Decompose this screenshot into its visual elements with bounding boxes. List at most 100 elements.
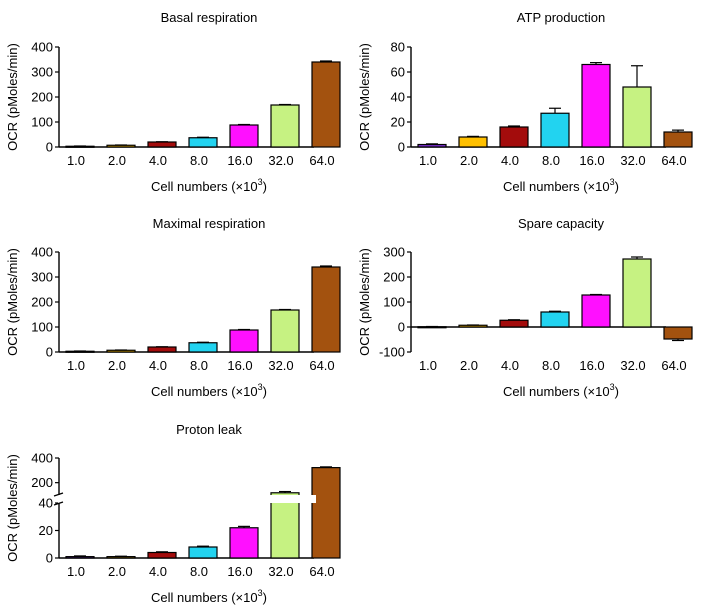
- bar: [106, 556, 136, 559]
- y-tick-label: 0: [398, 140, 405, 155]
- x-tick-label: 1.0: [67, 153, 85, 168]
- panel-title: Maximal respiration: [153, 216, 266, 231]
- y-tick-label: 400: [31, 40, 53, 55]
- x-tick-label: 1.0: [67, 564, 85, 579]
- x-tick-label: 2.0: [460, 153, 478, 168]
- x-tick-label: 2.0: [108, 564, 126, 579]
- chart-panel: Basal respiration 0 100 200 300 400 1.0 2.0 4.0 8…: [5, 10, 341, 194]
- y-tick-label: 300: [31, 65, 53, 80]
- x-axis-label-text: Cell numbers (×10: [503, 384, 610, 399]
- x-axis-label-text: Cell numbers (×10: [151, 590, 258, 605]
- bar: [581, 63, 611, 148]
- bar: [622, 86, 652, 148]
- chart-panel: Spare capacity -100 0 100 200 300 1.0 2.0 4.0 8.0…: [357, 216, 693, 399]
- x-tick-label: 1.0: [419, 358, 437, 373]
- y-axis-label: OCR (pMoles/min): [5, 43, 20, 151]
- y-tick-label: 400: [31, 451, 53, 466]
- y-axis-label: OCR (pMoles/min): [5, 248, 20, 356]
- x-axis-label-exponent: 3: [258, 588, 263, 598]
- panel-title: Basal respiration: [161, 10, 258, 25]
- x-tick-label: 16.0: [227, 564, 252, 579]
- bar: [499, 126, 529, 148]
- bar: [188, 546, 218, 559]
- x-axis-label-exponent: 3: [258, 177, 263, 187]
- y-tick-label: 80: [391, 40, 405, 55]
- y-tick-label: 0: [46, 140, 53, 155]
- x-tick-label: 1.0: [67, 358, 85, 373]
- panel-title: Spare capacity: [518, 216, 604, 231]
- axis-break-mark: [53, 492, 64, 497]
- x-tick-label: 4.0: [501, 153, 519, 168]
- chart-panel: ATP production 0 20 40 60 80 1.0 2.0 4.0 8.0 16.0 3…: [357, 10, 693, 194]
- y-tick-label: 20: [391, 115, 405, 130]
- y-tick-label: 40: [391, 90, 405, 105]
- x-tick-label: 64.0: [309, 153, 334, 168]
- bar: [65, 556, 95, 559]
- x-tick-label: 64.0: [309, 564, 334, 579]
- x-tick-label: 2.0: [108, 358, 126, 373]
- bar: [581, 294, 611, 328]
- chart-panel: Maximal respiration 0 100 200 300 400 1.0 2.0 4.…: [5, 216, 341, 399]
- y-tick-label: -100: [379, 345, 405, 360]
- x-tick-label: 2.0: [460, 358, 478, 373]
- x-tick-label: 4.0: [149, 564, 167, 579]
- x-axis-label-close: ): [263, 179, 267, 194]
- x-axis-label: Cell numbers (×103): [151, 177, 267, 194]
- x-tick-label: 2.0: [108, 153, 126, 168]
- y-axis-label: OCR (pMoles/min): [357, 248, 372, 356]
- x-tick-label: 64.0: [661, 358, 686, 373]
- x-axis-label-text: Cell numbers (×10: [503, 179, 610, 194]
- bar: [270, 492, 300, 559]
- y-tick-label: 200: [383, 270, 405, 285]
- y-tick-label: 100: [31, 320, 53, 335]
- axis-break-mark: [53, 501, 64, 506]
- x-axis-label-text: Cell numbers (×10: [151, 179, 258, 194]
- chart-panel: Proton leak 0 20 40 200 400 1.0 2.0 4.0 8.0 16.0 32…: [5, 422, 341, 605]
- x-tick-label: 16.0: [227, 153, 252, 168]
- bar: [622, 258, 652, 328]
- x-axis-label-exponent: 3: [610, 177, 615, 187]
- x-axis-label-close: ): [615, 384, 619, 399]
- x-tick-label: 16.0: [227, 358, 252, 373]
- x-tick-label: 16.0: [579, 153, 604, 168]
- x-axis-label: Cell numbers (×103): [503, 177, 619, 194]
- x-axis-label-close: ): [615, 179, 619, 194]
- bar: [188, 342, 218, 353]
- x-axis-label: Cell numbers (×103): [503, 382, 619, 399]
- bar: [270, 309, 300, 353]
- x-tick-label: 8.0: [542, 153, 560, 168]
- panel-title: Proton leak: [176, 422, 242, 437]
- x-tick-label: 4.0: [149, 358, 167, 373]
- x-axis-label-text: Cell numbers (×10: [151, 384, 258, 399]
- x-axis-label: Cell numbers (×103): [151, 588, 267, 605]
- bar: [663, 131, 693, 148]
- bar: [229, 527, 259, 559]
- y-axis-label: OCR (pMoles/min): [5, 454, 20, 562]
- bar: [147, 346, 177, 353]
- panel-title: ATP production: [517, 10, 605, 25]
- y-tick-label: 40: [39, 496, 53, 511]
- bar: [499, 319, 529, 328]
- x-tick-label: 8.0: [190, 564, 208, 579]
- y-tick-label: 100: [31, 115, 53, 130]
- y-tick-label: 20: [39, 523, 53, 538]
- x-tick-label: 1.0: [419, 153, 437, 168]
- y-tick-label: 300: [383, 245, 405, 260]
- bar: [229, 124, 259, 148]
- bar: [663, 326, 693, 340]
- x-axis-label-close: ): [263, 590, 267, 605]
- x-tick-label: 8.0: [190, 358, 208, 373]
- x-tick-label: 32.0: [620, 153, 645, 168]
- x-tick-label: 4.0: [501, 358, 519, 373]
- bar: [540, 112, 570, 148]
- y-tick-label: 0: [46, 345, 53, 360]
- x-tick-label: 32.0: [268, 358, 293, 373]
- bar: [229, 329, 259, 353]
- x-tick-label: 8.0: [542, 358, 560, 373]
- x-tick-label: 32.0: [620, 358, 645, 373]
- y-tick-label: 200: [31, 90, 53, 105]
- x-tick-label: 32.0: [268, 564, 293, 579]
- bar: [311, 61, 341, 148]
- bar: [417, 143, 447, 148]
